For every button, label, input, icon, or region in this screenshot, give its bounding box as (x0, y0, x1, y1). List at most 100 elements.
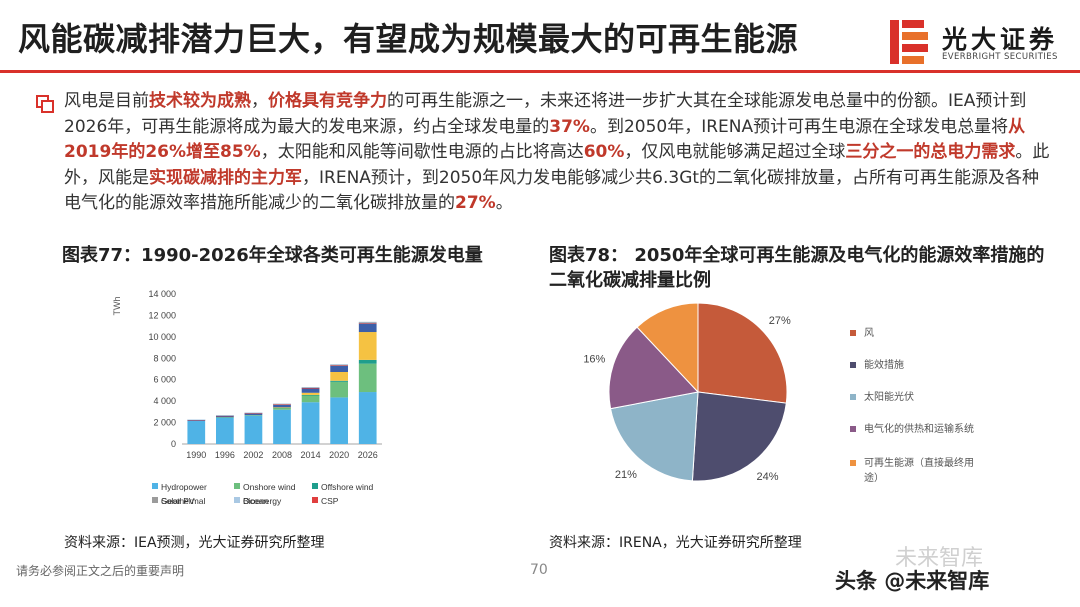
bar-segment-csp (358, 323, 377, 324)
legend-swatch (312, 483, 318, 489)
bar-segment-offshore-wind (330, 380, 348, 382)
chart77-source: 资料来源：IEA预测，光大证券研究所整理 (64, 535, 325, 551)
x-tick-label: 1996 (215, 450, 235, 460)
disclaimer: 请务必参阅正文之后的重要声明 (16, 564, 185, 578)
pie-slice (697, 302, 788, 404)
page-number: 70 (530, 562, 548, 578)
bar-segment-onshore-wind (216, 417, 234, 418)
bar-segment-ocean (187, 419, 206, 421)
bar-segment-ocean (244, 412, 263, 414)
bar-segment-ocean (330, 364, 348, 365)
bar-segment-bioenergy (273, 404, 291, 408)
legend-label: 途） (864, 471, 884, 484)
legend-swatch (234, 497, 240, 503)
legend-swatch (850, 426, 856, 432)
x-tick-label: 2014 (301, 450, 321, 460)
bar-segment-onshore-wind (273, 407, 291, 410)
bar-segment-solar-pv (301, 392, 320, 395)
bar-segment-ocean (301, 387, 320, 388)
legend-swatch (850, 460, 856, 466)
bar-segment-onshore-wind (301, 395, 320, 403)
bar-segment-offshore-wind (358, 359, 377, 364)
legend-label: Geothermal (161, 496, 206, 506)
legend-swatch (850, 394, 856, 400)
pie-chart: 27%24%21%16%12%风能效措施太阳能光伏电气化的供热和运输系统可再生能… (583, 302, 974, 484)
legend-label: 电气化的供热和运输系统 (864, 422, 974, 435)
chart78-source: 资料来源：IRENA，光大证券研究所整理 (549, 535, 802, 551)
body-text: 的可再生能源之一，未来还将进一步扩大其在全球能源发电总量中的份额。IEA预计到2… (64, 91, 1027, 137)
bar-segment-hydropower (330, 397, 348, 444)
pie-slice (691, 391, 787, 482)
bar-segment-bioenergy (330, 365, 348, 372)
bar-segment-bioenergy (244, 413, 263, 416)
x-tick-label: 2026 (358, 450, 378, 460)
bar-segment-bioenergy (216, 415, 234, 418)
bar-segment-bioenergy (358, 323, 377, 333)
y-tick-label: 0 (171, 439, 176, 449)
pie-slice (609, 391, 699, 482)
legend-swatch (850, 362, 856, 368)
bar-segment-csp (330, 365, 348, 366)
pie-data-label: 24% (756, 471, 778, 483)
highlight-text: 三分之一的总电力需求 (845, 142, 1016, 162)
body-text: ，仅风电就能够满足超过全球 (624, 142, 846, 162)
y-tick-label: 2 000 (153, 418, 176, 428)
chart78-title: 图表78： 2050年全球可再生能源及电气化的能源效率措施的二氧化碳减排量比例 (549, 245, 1045, 291)
bar-segment-ocean (358, 321, 377, 323)
stacked-bar-chart: TWh 0 2 000 4 000 6 000 8 000 10 000 12 000 14 0… (112, 289, 382, 506)
brand-logo: 光大证券 EVERBRIGHT SECURITIES (890, 18, 1075, 66)
chart77-title: 图表77：1990-2026年全球各类可再生能源发电量 (62, 245, 483, 266)
title-divider (0, 70, 1080, 73)
everbright-logo-icon (890, 20, 928, 64)
legend-label: Offshore wind (321, 482, 374, 492)
y-tick-label: 4 000 (153, 396, 176, 406)
bar-segment-solar-pv (330, 372, 348, 381)
highlight-text: 技术较为成熟 (149, 91, 251, 111)
bar-segment-onshore-wind (358, 363, 377, 393)
body-text: 。此外，风能是 (64, 142, 1050, 188)
bar-segment-hydropower (187, 420, 206, 444)
bar-segment-ocean (216, 415, 234, 416)
highlight-text: 37% (549, 116, 590, 137)
legend-swatch (234, 483, 240, 489)
legend-label: 可再生能源（直接最终用 (864, 456, 974, 469)
legend-swatch (312, 497, 318, 503)
pie-data-label: 16% (583, 353, 605, 365)
body-text: 。 (495, 193, 513, 213)
y-tick-label: 8 000 (153, 353, 176, 363)
y-axis-label: TWh (112, 297, 122, 316)
legend-swatch (152, 497, 158, 503)
pie-data-label: 21% (615, 469, 637, 481)
bar-segment-hydropower (301, 402, 320, 444)
body-text: 。到2050年，IRENA预计可再生电源在全球发电总量将 (589, 116, 1009, 137)
bar-segment-solar-pv (358, 332, 377, 360)
pie-slice (608, 326, 699, 410)
brand-name-en: EVERBRIGHT SECURITIES (942, 52, 1058, 62)
highlight-text: 27% (455, 193, 496, 213)
legend-swatch (850, 330, 856, 336)
bar-segment-geothermal (358, 321, 377, 324)
bar-segment-hydropower (216, 417, 234, 444)
bar-segment-hydropower (273, 409, 291, 444)
x-tick-label: 2002 (243, 450, 263, 460)
body-text: 风电是目前 (64, 91, 149, 111)
bar-segment-onshore-wind (330, 381, 348, 398)
y-tick-label: 12 000 (148, 310, 176, 320)
legend-swatch (152, 483, 158, 489)
bar-segment-bioenergy (301, 388, 320, 393)
bar-segment-solar-pv (273, 407, 291, 408)
y-tick-label: 14 000 (148, 289, 176, 299)
highlight-text: 价格具有竞争力 (268, 91, 387, 111)
legend-label: Solar PV (161, 496, 195, 506)
legend-label: Onshore wind (243, 482, 296, 492)
highlight-text: 60% (583, 142, 625, 162)
y-tick-label: 10 000 (148, 332, 176, 342)
bar-segment-onshore-wind (244, 415, 263, 416)
legend-label: CSP (321, 496, 339, 506)
legend-label: Ocean (243, 496, 268, 506)
bar-segment-offshore-wind (301, 394, 320, 396)
watermark-faint: 未来智库 (895, 546, 984, 571)
x-tick-label: 2008 (272, 450, 292, 460)
bar-segment-hydropower (358, 392, 377, 444)
highlight-text: 实现碳减排的主力军 (149, 167, 302, 188)
